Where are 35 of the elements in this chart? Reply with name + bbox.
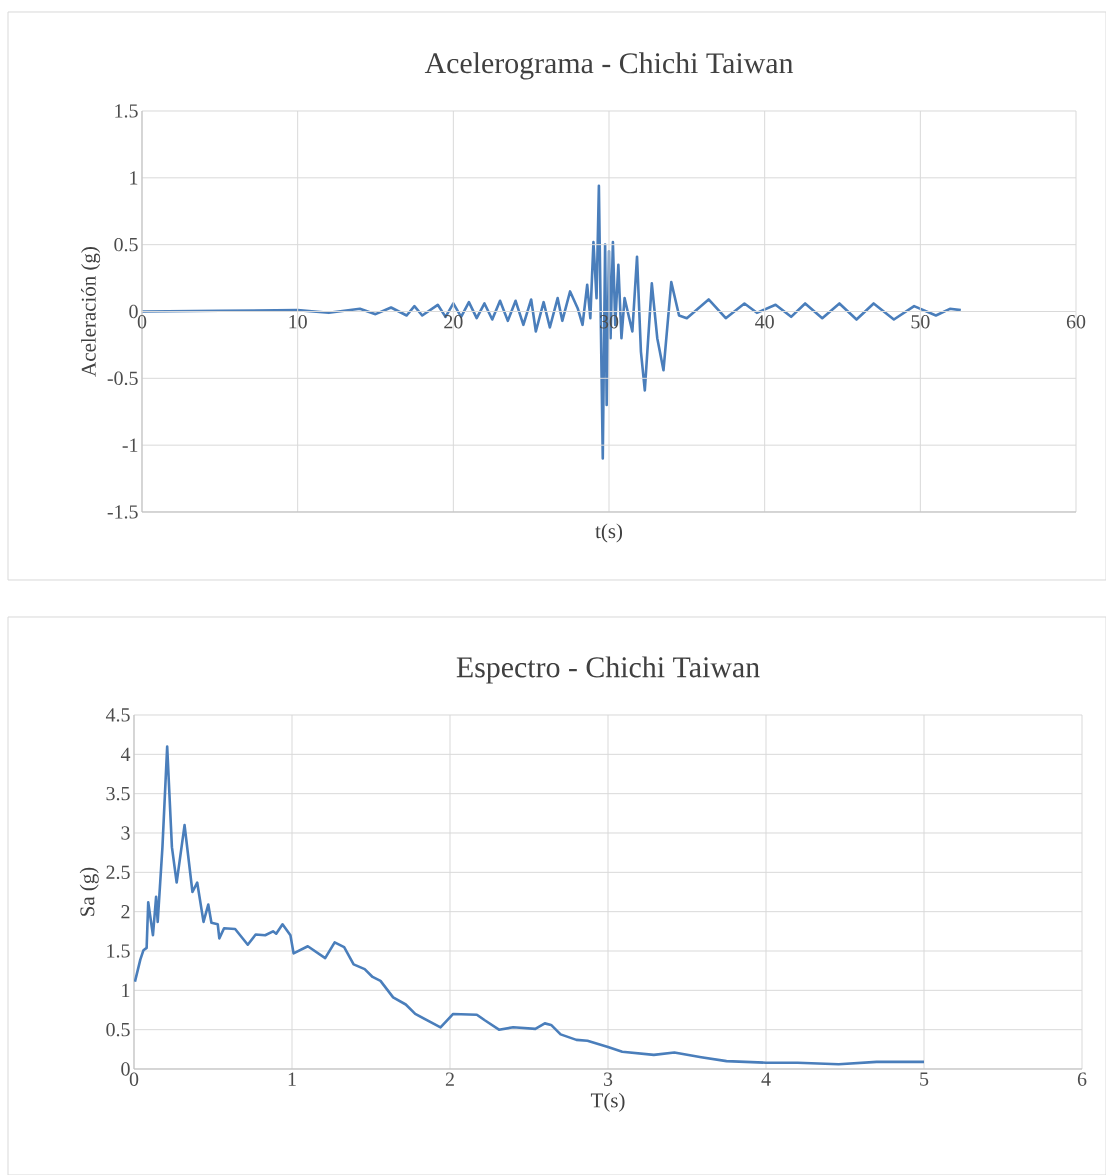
x-tick-label: 6 <box>1077 1072 1087 1086</box>
y-tick-label: 2.5 <box>106 865 130 880</box>
chart-title: Espectro - Chichi Taiwan <box>456 656 760 684</box>
x-tick-label: 2 <box>445 1072 454 1086</box>
y-tick-label: 0 <box>121 1062 130 1076</box>
y-tick-label: 0.5 <box>106 1022 130 1037</box>
y-tick-label: -1 <box>122 438 138 452</box>
y-tick-label: 4 <box>120 747 131 761</box>
x-axis-title: T(s) <box>590 1092 625 1112</box>
y-axis-title: Sa (g) <box>79 867 99 916</box>
y-axis-title: Aceleración (g) <box>81 247 101 377</box>
line-series <box>134 745 926 1066</box>
x-tick-label: 1 <box>288 1072 296 1086</box>
x-tick-label: 40 <box>755 315 774 329</box>
y-tick-label: 0.5 <box>114 237 138 252</box>
y-tick-label: 1 <box>130 171 138 185</box>
y-tick-label: 3 <box>121 826 130 840</box>
y-tick-label: 1 <box>122 983 130 997</box>
y-tick-label: -0.5 <box>107 371 138 386</box>
x-tick-label: 5 <box>920 1072 929 1086</box>
x-tick-label: 4 <box>761 1072 771 1086</box>
x-tick-label: 60 <box>1066 315 1086 329</box>
x-tick-label: 3 <box>603 1072 613 1086</box>
x-tick-label: 20 <box>444 315 463 329</box>
chart-title: Acelerograma - Chichi Taiwan <box>424 52 794 80</box>
y-tick-label: 1.5 <box>107 944 130 958</box>
x-tick-label: 50 <box>911 315 930 329</box>
x-axis-title: t(s) <box>595 523 623 543</box>
y-tick-label: 2 <box>121 905 130 919</box>
y-tick-label: 0 <box>129 304 138 319</box>
y-tick-label: 4.5 <box>105 708 130 722</box>
y-tick-label: 3.5 <box>106 786 130 801</box>
y-tick-label: 1.5 <box>115 104 138 118</box>
x-tick-label: 10 <box>289 315 307 329</box>
y-tick-label: -1.5 <box>107 505 138 519</box>
